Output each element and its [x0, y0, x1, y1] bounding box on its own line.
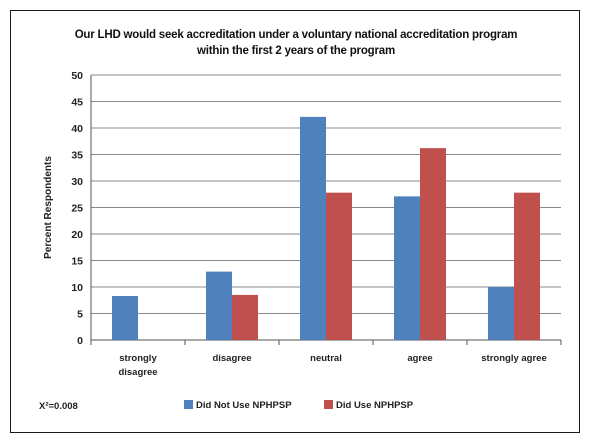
y-tick-label: 30: [71, 176, 83, 188]
x-tick-label: neutral: [310, 353, 342, 364]
y-tick-label: 25: [71, 203, 83, 215]
x-tick-label: disagree: [118, 367, 157, 378]
chart-title: Our LHD would seek accreditation under a…: [0, 27, 592, 59]
chart-title-line-2: within the first 2 years of the program: [197, 45, 395, 57]
bar-did-use: [232, 294, 258, 340]
y-tick-label: 15: [71, 256, 83, 268]
bar-did-not-use: [488, 287, 514, 340]
legend-swatch: [324, 400, 333, 409]
y-tick-label: 45: [71, 97, 83, 109]
bar-did-not-use: [112, 296, 138, 340]
legend-label: Did Not Use NPHPSP: [196, 400, 292, 411]
y-tick-label: 40: [71, 123, 83, 135]
chi-square-annotation: X²=0.008: [39, 401, 78, 412]
y-tick-label: 50: [71, 70, 83, 82]
bar-did-use: [326, 192, 352, 340]
bar-did-not-use: [206, 271, 232, 340]
chart-frame: [10, 10, 580, 433]
y-tick-label: 0: [77, 335, 83, 347]
chart-title-line-1: Our LHD would seek accreditation under a…: [74, 29, 518, 41]
bar-did-use: [420, 148, 446, 340]
y-tick-label: 35: [71, 150, 83, 162]
legend-swatch: [184, 400, 193, 409]
y-tick-label: 10: [71, 282, 83, 294]
x-tick-label: agree: [407, 353, 432, 364]
y-axis-label: Percent Respondents: [43, 156, 54, 259]
x-tick-label: strongly agree: [481, 353, 546, 364]
y-tick-label: 20: [71, 229, 83, 241]
bar-did-not-use: [394, 196, 420, 340]
x-tick-label: disagree: [212, 353, 251, 364]
bar-did-not-use: [300, 116, 326, 341]
x-tick-label: strongly: [119, 353, 157, 364]
legend-label: Did Use NPHPSP: [336, 400, 414, 411]
bar-did-use: [514, 192, 540, 340]
y-tick-label: 5: [77, 309, 83, 321]
